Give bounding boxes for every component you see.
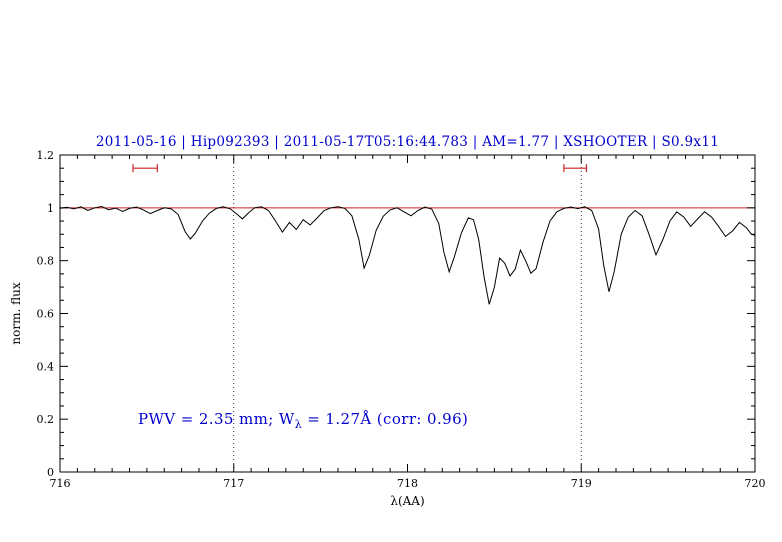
x-tick-label: 720 <box>745 477 766 490</box>
x-tick-label: 716 <box>50 477 71 490</box>
x-tick-label: 719 <box>571 477 592 490</box>
y-tick-label: 0.8 <box>37 255 55 268</box>
y-tick-label: 0.4 <box>37 360 55 373</box>
x-axis-label: λ(AA) <box>390 494 424 508</box>
annotation-text-left: PWV = 2.35 mm; W <box>138 410 295 428</box>
annotation-text-right: = 1.27Å (corr: 0.96) <box>302 410 469 428</box>
pwv-annotation: PWV = 2.35 mm; Wλ = 1.27Å (corr: 0.96) <box>138 410 468 431</box>
y-tick-label: 1.2 <box>37 149 55 162</box>
y-tick-label: 1 <box>47 202 54 215</box>
plot-title: 2011-05-16 | Hip092393 | 2011-05-17T05:1… <box>95 134 720 150</box>
y-tick-label: 0 <box>47 466 54 479</box>
x-tick-label: 717 <box>223 477 244 490</box>
annotation-lambda-subscript: λ <box>294 418 303 431</box>
spectrum-line <box>59 205 756 305</box>
y-tick-label: 0.6 <box>37 308 55 321</box>
y-axis-label: norm. flux <box>9 282 23 344</box>
y-tick-label: 0.2 <box>37 413 55 426</box>
x-tick-label: 718 <box>397 477 418 490</box>
